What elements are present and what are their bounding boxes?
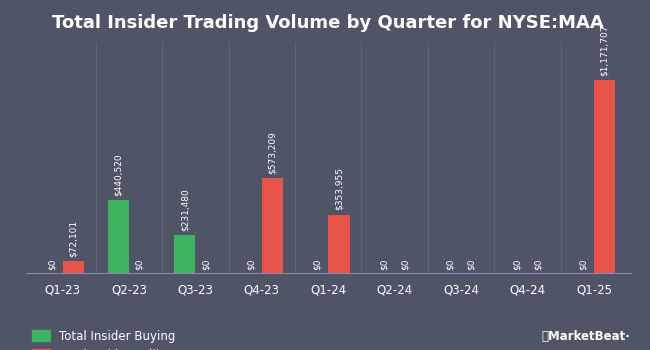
Text: $0: $0 xyxy=(467,259,476,270)
Text: $440,520: $440,520 xyxy=(114,154,123,196)
Text: $1,171,707: $1,171,707 xyxy=(600,24,609,76)
Bar xyxy=(594,80,615,273)
Text: ⺯MarketBeat·: ⺯MarketBeat· xyxy=(541,330,630,343)
Text: $0: $0 xyxy=(313,259,322,270)
Text: $0: $0 xyxy=(202,259,211,270)
Text: $0: $0 xyxy=(135,259,144,270)
Bar xyxy=(328,215,350,273)
Title: Total Insider Trading Volume by Quarter for NYSE:MAA: Total Insider Trading Volume by Quarter … xyxy=(53,14,604,32)
Text: $231,480: $231,480 xyxy=(180,188,189,231)
Text: $0: $0 xyxy=(512,259,521,270)
Text: $0: $0 xyxy=(247,259,255,270)
Text: $0: $0 xyxy=(446,259,455,270)
Bar xyxy=(262,178,283,273)
Text: $353,955: $353,955 xyxy=(334,167,343,210)
Bar xyxy=(108,200,129,273)
Text: $0: $0 xyxy=(534,259,543,270)
Bar xyxy=(174,235,196,273)
Text: $72,101: $72,101 xyxy=(69,220,77,257)
Text: $573,209: $573,209 xyxy=(268,131,277,174)
Text: $0: $0 xyxy=(380,259,389,270)
Text: $0: $0 xyxy=(47,259,57,270)
Text: $0: $0 xyxy=(579,259,588,270)
Bar xyxy=(62,261,84,273)
Legend: Total Insider Buying, Total Insider Selling: Total Insider Buying, Total Insider Sell… xyxy=(32,330,176,350)
Text: $0: $0 xyxy=(401,259,410,270)
